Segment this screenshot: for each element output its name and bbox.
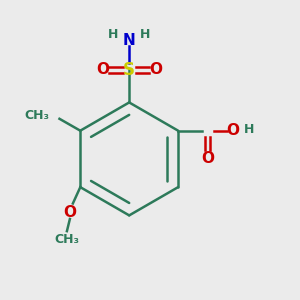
Text: N: N [123, 32, 136, 47]
Text: O: O [63, 205, 76, 220]
Text: O: O [226, 123, 240, 138]
Text: H: H [244, 123, 255, 136]
Text: O: O [96, 62, 109, 77]
Text: S: S [123, 61, 135, 79]
Text: O: O [149, 62, 162, 77]
Text: O: O [201, 152, 214, 166]
Text: CH₃: CH₃ [54, 233, 80, 246]
Text: H: H [108, 28, 118, 41]
Text: H: H [140, 28, 151, 41]
Text: CH₃: CH₃ [24, 109, 49, 122]
